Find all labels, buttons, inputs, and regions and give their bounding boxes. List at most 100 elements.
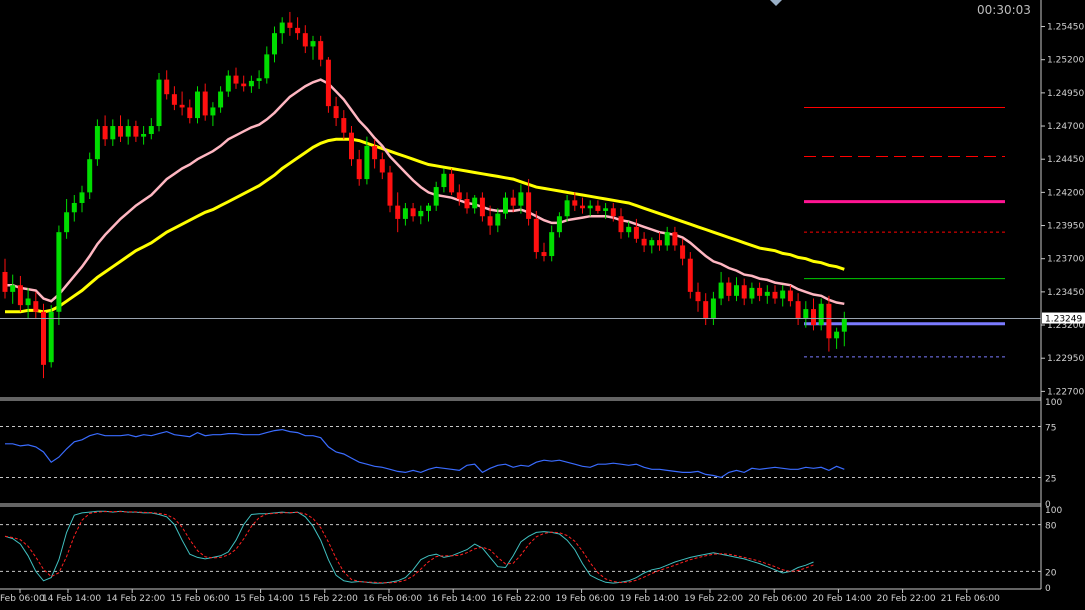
candle-63	[487, 205, 493, 235]
candle-body-59	[456, 192, 462, 199]
candle-body-16	[125, 126, 131, 137]
candle-81	[626, 221, 632, 238]
candle-103	[795, 293, 801, 326]
price-tick-label-0: 1.25450	[1047, 23, 1084, 33]
candle-body-107	[826, 303, 832, 339]
candle-body-25	[195, 91, 200, 119]
rsi-tick-label-0: 100	[1045, 398, 1062, 408]
candle-body-43	[333, 106, 339, 119]
current-price-tag-box	[1042, 312, 1085, 324]
time-tick-label-11: 19 Feb 22:00	[684, 594, 743, 604]
candle-body-1	[10, 285, 16, 292]
price-tick-label-1: 1.25200	[1047, 56, 1084, 66]
candle-39	[302, 25, 308, 54]
candle-body-29	[225, 75, 231, 92]
candle-body-34	[264, 54, 270, 79]
candle-body-66	[510, 197, 516, 206]
candle-body-4	[33, 301, 39, 312]
candle-10	[79, 185, 85, 213]
rsi-tick-label-2: 25	[1045, 475, 1056, 485]
candle-body-105	[811, 309, 816, 326]
candle-body-52	[402, 208, 408, 219]
candle-101	[780, 285, 786, 307]
candle-body-78	[603, 208, 609, 211]
candle-57	[441, 168, 447, 193]
candle-body-57	[441, 173, 447, 188]
slow-moving-average-line	[5, 137, 845, 314]
candle-74	[572, 192, 578, 211]
time-tick-label-7: 16 Feb 14:00	[427, 594, 486, 604]
candle-4	[33, 291, 39, 319]
candle-body-98	[757, 287, 763, 296]
candle-body-77	[595, 205, 601, 211]
price-axis: 1.25450 1.25200 1.24950 1.24700 1.24450 1.242…	[1041, 23, 1085, 397]
candle-body-53	[410, 208, 416, 217]
time-tick-label-12: 20 Feb 06:00	[748, 594, 807, 604]
candle-95	[734, 277, 739, 302]
candle-107	[826, 295, 832, 352]
stoch-tick-label-1: 80	[1045, 522, 1057, 532]
candle-body-50	[387, 172, 393, 206]
candle-78	[603, 202, 609, 219]
candle-65	[503, 192, 508, 219]
stoch-main-line	[4, 510, 814, 584]
candle-43	[333, 96, 339, 127]
candle-11	[87, 152, 93, 199]
stoch-signal-line	[4, 511, 814, 584]
time-tick-label-15: 21 Feb 06:00	[941, 594, 1000, 604]
candle-62	[479, 192, 485, 222]
candle-body-91	[703, 301, 709, 319]
time-tick-label-5: 15 Feb 22:00	[299, 594, 358, 604]
candle-body-28	[218, 91, 224, 108]
candle-body-23	[179, 104, 185, 108]
candle-body-106	[818, 303, 824, 326]
time-tick-label-0: Feb 06:00	[0, 594, 45, 604]
candle-13	[102, 115, 108, 146]
candle-body-79	[610, 208, 616, 217]
candle-3	[25, 287, 31, 319]
candle-109	[841, 311, 847, 347]
candle-97	[749, 282, 755, 304]
candle-body-30	[233, 75, 239, 84]
candle-body-9	[71, 202, 77, 213]
candle-98	[757, 282, 763, 302]
candle-66	[510, 189, 516, 213]
candle-body-81	[626, 226, 632, 233]
candle-body-0	[2, 271, 8, 292]
candle-88	[680, 238, 686, 266]
candle-body-51	[395, 205, 401, 219]
candle-68	[526, 179, 532, 226]
candle-58	[449, 168, 455, 196]
candle-41	[318, 35, 324, 67]
candle-79	[610, 202, 616, 222]
candle-21	[164, 70, 170, 100]
time-tick-label-4: 15 Feb 14:00	[235, 594, 294, 604]
candle-body-24	[187, 107, 193, 119]
candle-75	[580, 197, 585, 214]
candle-body-22	[171, 94, 177, 105]
candle-26	[202, 83, 208, 121]
candle-105	[811, 298, 816, 331]
candle-body-18	[141, 133, 147, 137]
candle-91	[703, 293, 709, 326]
current-price-tag-label: 1.23249	[1045, 315, 1082, 325]
candle-body-46	[356, 159, 362, 180]
candle-body-58	[449, 173, 455, 193]
candle-87	[672, 226, 678, 251]
candle-body-101	[780, 290, 786, 299]
chart-shift-marker-icon[interactable]	[770, 0, 782, 6]
candle-14	[110, 119, 116, 146]
candle-32	[248, 75, 254, 93]
candle-body-73	[564, 200, 570, 217]
candle-body-44	[341, 118, 347, 133]
rsi-panel: 100 75 25 0	[0, 398, 1062, 510]
candle-100	[772, 285, 778, 304]
candle-body-38	[295, 27, 301, 34]
candle-body-26	[202, 91, 208, 116]
pivot-levels	[804, 106, 1005, 358]
candle-55	[426, 202, 431, 222]
candle-35	[272, 26, 277, 63]
candle-24	[187, 99, 193, 124]
price-tick-label-9: 1.23200	[1047, 321, 1084, 331]
candle-body-40	[310, 41, 316, 47]
